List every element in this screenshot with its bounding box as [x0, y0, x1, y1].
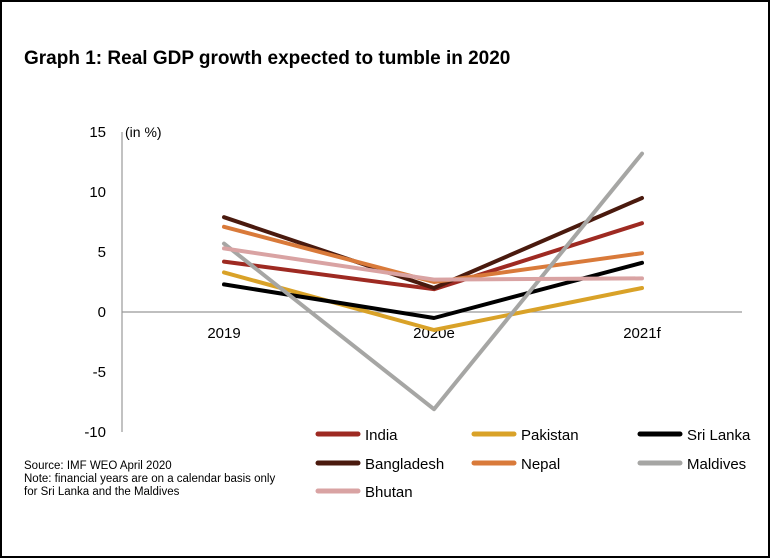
y-unit-label: (in %)	[125, 124, 162, 140]
series-line-nepal	[222, 224, 644, 284]
series-line-bangladesh	[222, 196, 644, 290]
note-line-2: for Sri Lanka and the Maldives	[24, 486, 180, 498]
legend-label-pakistan: Pakistan	[521, 427, 579, 444]
x-tick-label: 2021f	[623, 325, 661, 342]
y-tick-label: 15	[89, 124, 106, 141]
y-tick-label: 5	[98, 244, 106, 261]
legend-label-bhutan: Bhutan	[365, 484, 413, 501]
series-line-maldives	[222, 151, 644, 412]
series-line-pakistan	[222, 270, 644, 332]
legend-label-sri-lanka: Sri Lanka	[687, 427, 751, 444]
x-tick-label: 2019	[207, 325, 240, 342]
source-note: Source: IMF WEO April 2020 Note: financi…	[24, 460, 324, 499]
y-tick-label: 0	[98, 304, 106, 321]
y-tick-label: -10	[84, 424, 106, 441]
legend-label-bangladesh: Bangladesh	[365, 456, 444, 473]
y-tick-label: 10	[89, 184, 106, 201]
note-line-1: Note: financial years are on a calendar …	[24, 473, 276, 485]
series-line-sri-lanka	[222, 260, 644, 320]
series-line-bhutan	[222, 246, 644, 282]
legend-label-maldives: Maldives	[687, 456, 746, 473]
y-tick-label: -5	[93, 364, 106, 381]
legend-label-nepal: Nepal	[521, 456, 560, 473]
chart-title: Graph 1: Real GDP growth expected to tum…	[24, 48, 511, 69]
legend-label-india: India	[365, 427, 398, 444]
source-line: Source: IMF WEO April 2020	[24, 460, 172, 472]
